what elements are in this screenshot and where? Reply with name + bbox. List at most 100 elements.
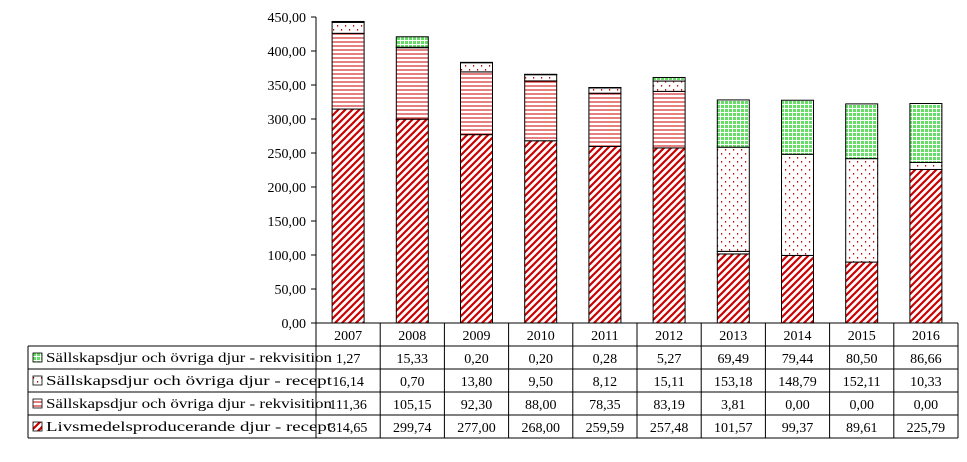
category-label: 2008 bbox=[398, 329, 426, 344]
bar-segment bbox=[524, 73, 558, 82]
legend-label: Livsmedelsproducerande djur - recept bbox=[46, 419, 332, 434]
legend-swatch bbox=[32, 375, 43, 386]
category-label: 2010 bbox=[527, 329, 555, 344]
y-tick-label: 200,00 bbox=[268, 181, 307, 196]
y-tick-label: 400,00 bbox=[268, 45, 307, 60]
data-value-label: 0,20 bbox=[528, 352, 553, 367]
data-value-label: 79,44 bbox=[782, 352, 814, 367]
category-label: 2016 bbox=[912, 329, 940, 344]
bar-segment bbox=[909, 168, 943, 324]
data-value-label: 89,61 bbox=[846, 421, 878, 436]
bar-segment bbox=[716, 99, 750, 148]
category-label: 2014 bbox=[784, 329, 812, 344]
data-table: 2007 2008 2009 2010 2011 2012 2013 2014 2015 2016… bbox=[27, 322, 959, 439]
data-value-label: 0,00 bbox=[785, 398, 810, 413]
y-tick-label: 350,00 bbox=[268, 79, 307, 94]
bar-segment bbox=[588, 145, 622, 324]
legend-label: Sällskapsdjur och övriga djur - rekvisit… bbox=[46, 396, 332, 411]
data-value-label: 10,33 bbox=[910, 375, 942, 390]
bar-segment bbox=[460, 71, 493, 136]
data-value-label: 86,66 bbox=[910, 352, 942, 367]
bar-segment bbox=[395, 118, 429, 324]
bar-segment bbox=[845, 261, 879, 324]
data-value-label: 299,74 bbox=[393, 421, 432, 436]
data-value-label: 13,80 bbox=[461, 375, 493, 390]
data-value-label: 1,27 bbox=[336, 352, 361, 367]
data-value-label: 99,37 bbox=[782, 421, 814, 436]
data-value-label: 105,15 bbox=[393, 398, 432, 413]
legend-label: Sällskapsdjur och övriga djur - recept bbox=[46, 373, 332, 388]
bar-segment bbox=[395, 47, 429, 120]
bar-segment bbox=[524, 140, 558, 324]
data-value-label: 259,59 bbox=[586, 421, 625, 436]
bar-segment bbox=[460, 134, 493, 324]
bar-segment bbox=[524, 73, 558, 76]
data-value-label: 225,79 bbox=[907, 421, 946, 436]
bar-segment bbox=[652, 76, 686, 82]
y-tick-label: 150,00 bbox=[268, 215, 307, 230]
data-value-label: 0,28 bbox=[593, 352, 618, 367]
category-label: 2013 bbox=[719, 329, 747, 344]
bar-segment bbox=[588, 87, 622, 94]
bar-segment bbox=[588, 92, 622, 147]
bar-segment bbox=[716, 253, 750, 324]
data-value-label: 111,36 bbox=[329, 398, 366, 413]
data-value-label: 314,65 bbox=[329, 421, 368, 436]
data-value-label: 153,18 bbox=[714, 375, 753, 390]
bar-segment bbox=[331, 108, 365, 324]
legend-swatch bbox=[32, 352, 43, 363]
bar-segment bbox=[845, 103, 879, 160]
bar-segment bbox=[460, 61, 493, 73]
bar-segment bbox=[652, 80, 686, 92]
bar-segment bbox=[331, 20, 365, 23]
category-label: 2009 bbox=[463, 329, 491, 344]
legend-swatch bbox=[32, 398, 43, 409]
bar-segment bbox=[845, 158, 879, 263]
data-value-label: 0,00 bbox=[849, 398, 874, 413]
bar-segment bbox=[909, 161, 943, 170]
bar-segment bbox=[652, 90, 686, 149]
data-value-label: 101,57 bbox=[714, 421, 753, 436]
bar-segment bbox=[331, 21, 365, 34]
data-value-label: 0,20 bbox=[464, 352, 489, 367]
bar-segment bbox=[652, 147, 686, 324]
legend-swatch bbox=[32, 421, 43, 432]
data-value-label: 148,79 bbox=[778, 375, 817, 390]
data-value-label: 3,81 bbox=[721, 398, 746, 413]
bar-segment bbox=[781, 153, 814, 256]
bars bbox=[331, 20, 943, 324]
data-value-label: 16,14 bbox=[332, 375, 364, 390]
bar-segment bbox=[524, 80, 558, 142]
y-tick-label: 300,00 bbox=[268, 113, 307, 128]
y-axis: 0,00 50,00 100,00 150,00 200,00 250,00 300,00 3… bbox=[268, 11, 317, 332]
data-value-label: 92,30 bbox=[461, 398, 493, 413]
bar-segment bbox=[716, 146, 750, 252]
y-tick-label: 100,00 bbox=[268, 249, 307, 264]
y-tick-label: 0,00 bbox=[282, 317, 307, 332]
bar-segment bbox=[460, 61, 493, 64]
data-value-label: 9,50 bbox=[528, 375, 553, 390]
data-value-label: 80,50 bbox=[846, 352, 878, 367]
category-label: 2015 bbox=[848, 329, 876, 344]
data-value-label: 257,48 bbox=[650, 421, 689, 436]
y-tick-label: 450,00 bbox=[268, 11, 307, 26]
category-label: 2011 bbox=[591, 329, 618, 344]
data-value-label: 15,11 bbox=[654, 375, 685, 390]
data-value-label: 8,12 bbox=[593, 375, 618, 390]
bar-segment bbox=[781, 254, 814, 324]
data-value-label: 277,00 bbox=[457, 421, 496, 436]
data-value-label: 83,19 bbox=[653, 398, 685, 413]
data-value-label: 5,27 bbox=[657, 352, 682, 367]
bar-segment bbox=[588, 86, 622, 89]
category-label: 2007 bbox=[334, 329, 362, 344]
category-label: 2012 bbox=[655, 329, 683, 344]
bar-segment bbox=[331, 32, 365, 110]
data-value-label: 152,11 bbox=[843, 375, 881, 390]
data-value-label: 69,49 bbox=[718, 352, 750, 367]
bar-segment bbox=[395, 36, 429, 48]
data-value-label: 268,00 bbox=[521, 421, 560, 436]
data-value-label: 15,33 bbox=[397, 352, 429, 367]
data-value-label: 0,70 bbox=[400, 375, 425, 390]
y-tick-label: 50,00 bbox=[275, 283, 307, 298]
y-tick-label: 250,00 bbox=[268, 147, 307, 162]
